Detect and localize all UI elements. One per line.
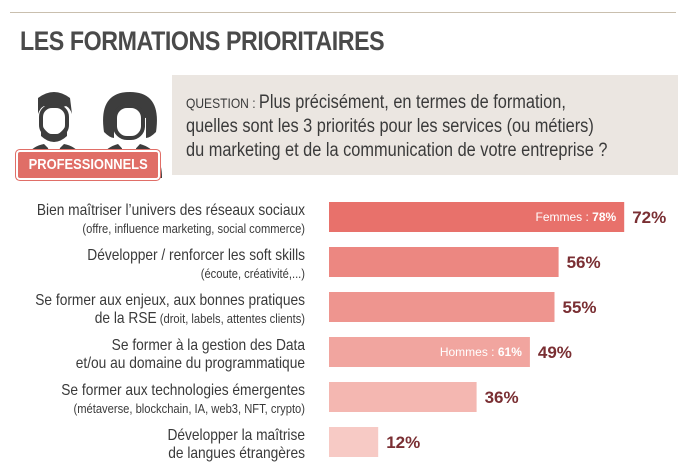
category-label-1: Développer / renforcer les soft skills (é… [87, 246, 305, 281]
audience-badge: PROFESSIONNELS [18, 152, 158, 178]
category-label-0: Bien maîtriser l’univers des réseaux soc… [37, 201, 306, 236]
category-label-4: Se former aux technologies émergentes (mé… [61, 381, 305, 416]
value-label-3: 49% [538, 343, 572, 362]
question-box: QUESTION : Plus précisément, en termes d… [172, 75, 678, 175]
svg-text:de langues étrangères: de langues étrangères [168, 444, 305, 462]
svg-text:Développer la maîtrise: Développer la maîtrise [167, 426, 305, 444]
question-line-1: Plus précisément, en termes de formation… [258, 92, 566, 113]
inner-annotation-3: Hommes : 61% [440, 345, 522, 359]
question-prefix: QUESTION : [186, 95, 259, 111]
svg-text:Développer / renforcer les sof: Développer / renforcer les soft skills [87, 246, 305, 264]
value-label-1: 56% [567, 253, 601, 272]
question-text: QUESTION : Plus précisément, en termes d… [186, 91, 681, 163]
svg-text:Se former à la gestion des Dat: Se former à la gestion des Data [112, 336, 306, 354]
bar-1 [329, 247, 559, 277]
category-label-2: Se former aux enjeux, aux bonnes pratiqu… [35, 291, 305, 327]
value-label-4: 36% [485, 388, 519, 407]
value-label-2: 55% [563, 298, 597, 317]
bar-0 [329, 202, 625, 232]
svg-text:et/ou au domaine du programmat: et/ou au domaine du programmatique [76, 354, 305, 372]
question-line-2: quelles sont les 3 priorités pour les se… [186, 116, 594, 137]
svg-text:de la RSE (droit, labels, atte: de la RSE (droit, labels, attentes clien… [95, 309, 305, 327]
top-divider [10, 12, 676, 13]
bar-4 [329, 382, 477, 412]
svg-text:Se former aux technologies éme: Se former aux technologies émergentes [61, 381, 305, 399]
svg-text:(métaverse, blockchain, IA, we: (métaverse, blockchain, IA, web3, NFT, c… [74, 401, 305, 416]
bar-chart: 72% Bien maîtriser l’univers des réseaux … [35, 201, 666, 462]
value-label-0: 72% [632, 208, 666, 227]
svg-text:(écoute, créativité,...): (écoute, créativité,...) [201, 266, 305, 281]
svg-text:Se former aux enjeux, aux bonn: Se former aux enjeux, aux bonnes pratiqu… [35, 291, 305, 309]
bar-2 [329, 292, 555, 322]
svg-text:(offre, influence marketing, s: (offre, influence marketing, social comm… [82, 221, 305, 236]
question-line-3: du marketing et de la communication de v… [186, 140, 608, 161]
bar-5 [329, 427, 379, 457]
bar-3 [329, 337, 530, 367]
inner-annotation-0: Femmes : 78% [535, 210, 616, 224]
svg-text:Bien maîtriser l’univers des r: Bien maîtriser l’univers des réseaux soc… [37, 201, 306, 219]
value-label-5: 12% [386, 433, 420, 452]
page-title: LES FORMATIONS PRIORITAIRES [20, 26, 385, 56]
